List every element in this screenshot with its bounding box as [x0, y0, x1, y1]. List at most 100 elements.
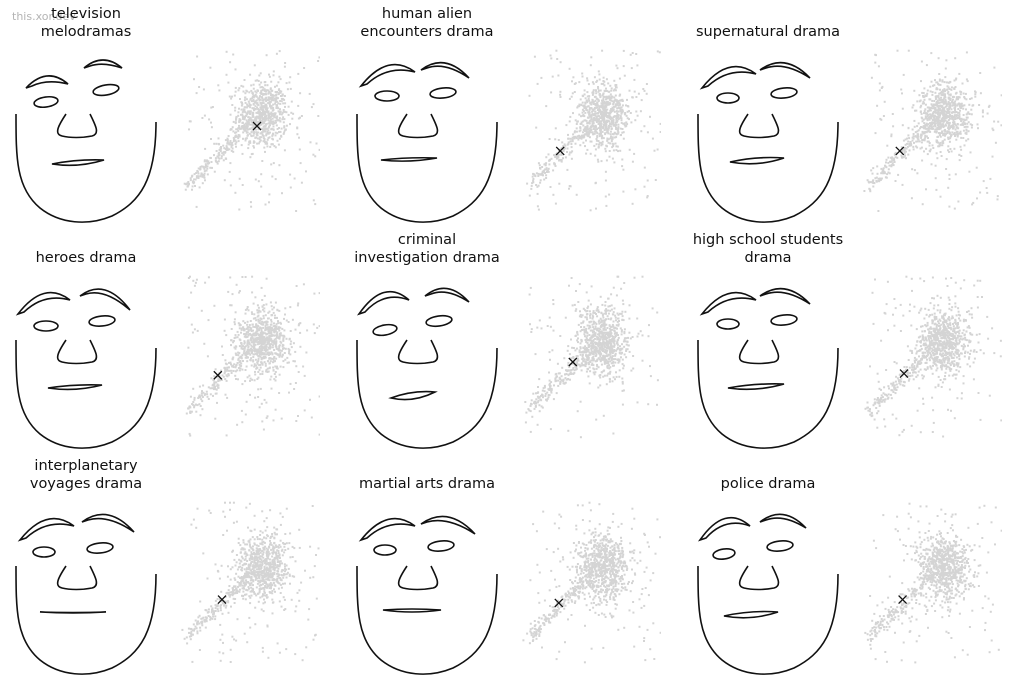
scatter-point: [590, 131, 593, 134]
scatter-point: [221, 345, 223, 348]
scatter-point: [604, 150, 607, 153]
scatter-point: [868, 187, 871, 190]
scatter-point: [241, 184, 244, 186]
scatter-point: [266, 367, 269, 370]
scatter-point: [267, 111, 270, 114]
scatter-point: [578, 315, 581, 318]
scatter-point: [206, 173, 209, 176]
scatter-point: [946, 88, 949, 91]
scatter-point: [260, 357, 263, 359]
scatter-point: [611, 338, 614, 341]
scatter-point: [266, 84, 269, 87]
scatter-point: [579, 346, 582, 349]
scatter-point: [596, 327, 599, 330]
scatter-point: [271, 117, 274, 120]
scatter-point: [260, 358, 263, 361]
scatter-point: [232, 356, 235, 359]
scatter-point: [605, 78, 608, 81]
scatter-point: [906, 142, 908, 145]
scatter-point: [621, 111, 624, 114]
scatter-point: [559, 378, 562, 380]
scatter-point: [622, 49, 625, 52]
scatter-point: [601, 314, 604, 317]
scatter-point: [956, 135, 959, 138]
scatter-point: [945, 121, 948, 124]
scatter-point: [584, 335, 586, 338]
scatter-point: [993, 120, 996, 123]
scatter-point: [628, 110, 630, 113]
scatter-point: [935, 96, 937, 99]
scatter-point: [261, 320, 264, 323]
scatter-point: [579, 137, 582, 139]
scatter-point: [894, 151, 897, 154]
scatter-point: [252, 100, 255, 103]
scatter-point: [604, 147, 607, 150]
scatter-point: [620, 99, 623, 102]
scatter-point: [237, 357, 240, 360]
scatter-point: [280, 127, 283, 130]
scatter-point: [241, 101, 243, 104]
scatter-point: [252, 103, 255, 106]
scatter-point: [580, 315, 583, 318]
scatter-point: [601, 335, 604, 338]
scatter-point: [945, 105, 948, 108]
scatter-point: [938, 79, 941, 82]
scatter-point: [234, 334, 237, 337]
scatter-point: [239, 98, 241, 100]
scatter-point: [248, 343, 251, 346]
scatter-point: [283, 329, 286, 332]
scatter-point: [566, 168, 569, 171]
scatter-point: [962, 137, 965, 139]
scatter-point: [252, 140, 255, 143]
scatter-point: [242, 326, 244, 329]
scatter-point: [930, 103, 933, 106]
scatter-point: [627, 344, 630, 347]
scatter-point: [205, 390, 208, 393]
scatter-point: [952, 121, 954, 124]
scatter-point: [926, 89, 929, 92]
scatter-point: [267, 311, 270, 314]
scatter-point: [564, 156, 567, 159]
scatter-point: [962, 118, 965, 121]
scatter-point: [953, 147, 956, 150]
scatter-point: [590, 117, 593, 120]
scatter-point: [254, 90, 257, 93]
scatter-point: [272, 341, 275, 344]
scatter-point: [591, 362, 594, 365]
scatter-point: [589, 313, 592, 315]
scatter-point: [270, 387, 273, 390]
scatter-point: [607, 317, 610, 320]
scatter-point: [613, 337, 616, 340]
scatter-point: [871, 180, 874, 182]
scatter-point: [911, 106, 914, 109]
scatter-point: [317, 60, 320, 62]
scatter-point: [289, 306, 292, 309]
scatter-point: [942, 113, 945, 116]
scatter-point: [607, 335, 610, 337]
scatter-point: [546, 171, 548, 173]
scatter-point: [309, 141, 312, 144]
scatter-point: [245, 336, 248, 339]
scatter-point: [188, 120, 191, 123]
scatter-point: [266, 99, 269, 102]
scatter-point: [251, 275, 254, 278]
scatter-point: [602, 324, 605, 327]
scatter-point: [944, 134, 946, 137]
scatter-point: [572, 347, 575, 349]
scatter-point: [579, 353, 582, 356]
scatter-point: [924, 103, 927, 106]
scatter-point: [226, 396, 229, 399]
scatter-point: [619, 349, 622, 352]
scatter-point: [235, 364, 238, 367]
scatter-point: [258, 117, 260, 120]
scatter-point: [585, 99, 588, 102]
scatter-point: [604, 104, 607, 107]
scatter-point: [621, 98, 624, 101]
scatter-point: [977, 127, 979, 130]
scatter-point: [931, 107, 934, 110]
scatter-point: [567, 378, 570, 380]
scatter-point: [923, 87, 926, 90]
scatter-point: [209, 387, 212, 390]
scatter-point: [939, 88, 941, 91]
scatter-point: [592, 90, 595, 93]
